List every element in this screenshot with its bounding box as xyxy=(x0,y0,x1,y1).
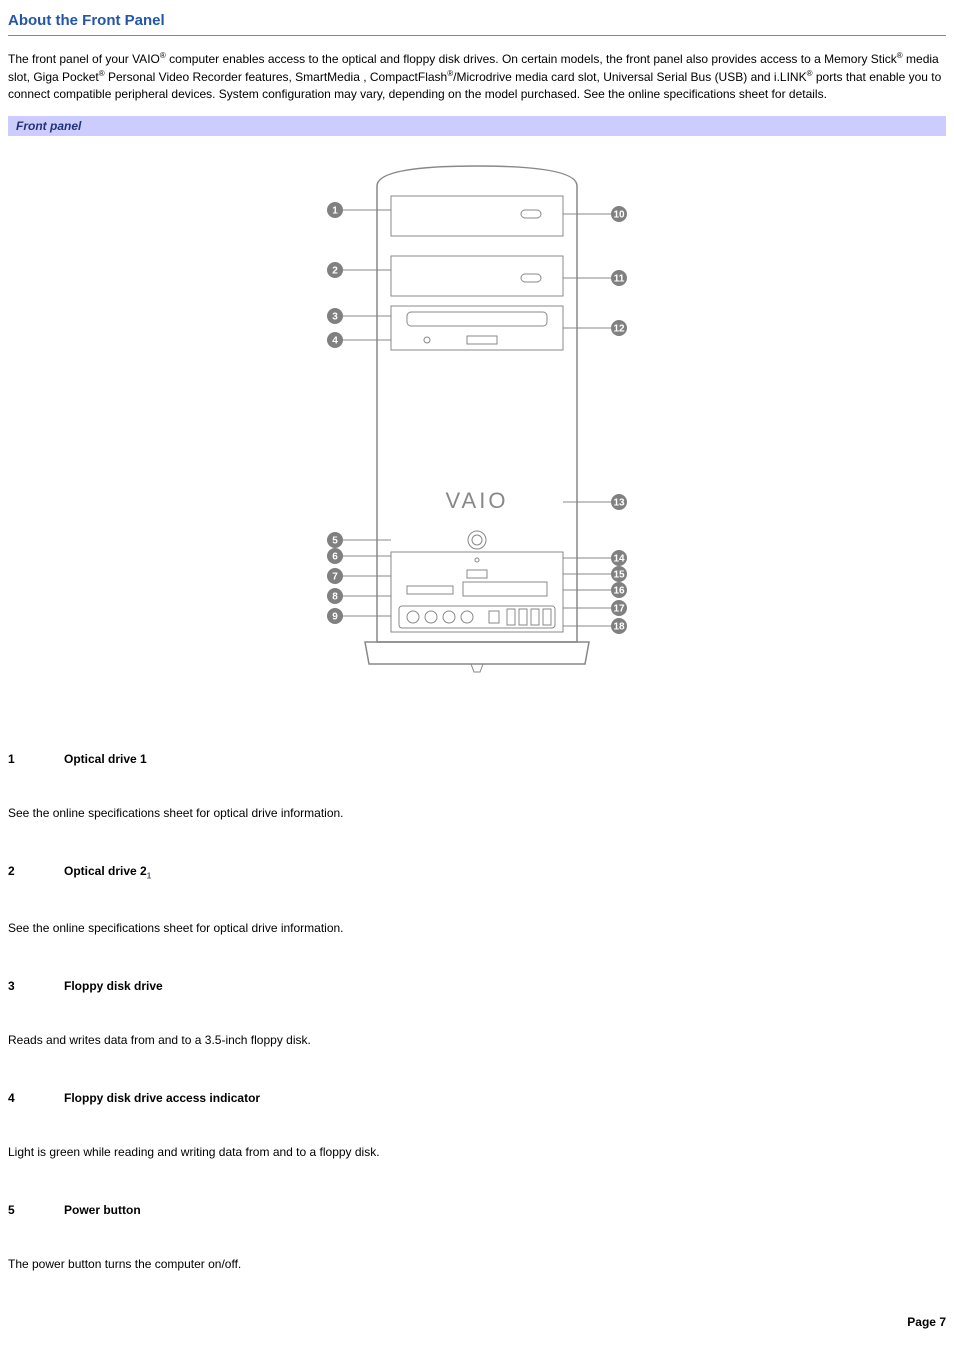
svg-text:10: 10 xyxy=(613,210,625,221)
svg-text:VAIO: VAIO xyxy=(446,488,509,513)
page-title: About the Front Panel xyxy=(8,8,946,36)
item-heading: 1Optical drive 1 xyxy=(8,752,946,766)
footnote-marker: 1 xyxy=(147,872,151,881)
svg-text:11: 11 xyxy=(614,274,625,285)
item-title: Floppy disk drive access indicator xyxy=(64,1091,260,1105)
items-list: 1Optical drive 1See the online specifica… xyxy=(8,752,946,1270)
item-heading: 5Power button xyxy=(8,1203,946,1217)
item-heading: 3Floppy disk drive xyxy=(8,979,946,993)
svg-text:6: 6 xyxy=(332,552,338,563)
item-heading: 4Floppy disk drive access indicator xyxy=(8,1091,946,1105)
item-number: 4 xyxy=(8,1091,64,1105)
item-description: See the online specifications sheet for … xyxy=(8,921,946,935)
figure-caption: Front panel xyxy=(8,116,946,136)
item-heading: 2Optical drive 21 xyxy=(8,864,946,880)
intro-seg-4: /Microdrive media card slot, Universal S… xyxy=(453,70,806,84)
svg-text:16: 16 xyxy=(613,586,625,597)
svg-text:1: 1 xyxy=(332,206,338,217)
svg-text:12: 12 xyxy=(613,324,625,335)
item-description: Light is green while reading and writing… xyxy=(8,1145,946,1159)
item-number: 3 xyxy=(8,979,64,993)
svg-text:14: 14 xyxy=(613,554,625,565)
item-number: 5 xyxy=(8,1203,64,1217)
svg-text:17: 17 xyxy=(613,604,625,615)
svg-text:8: 8 xyxy=(332,592,338,603)
svg-text:4: 4 xyxy=(332,336,338,347)
item-title: Power button xyxy=(64,1203,141,1217)
item-number: 1 xyxy=(8,752,64,766)
item-description: The power button turns the computer on/o… xyxy=(8,1257,946,1271)
svg-text:9: 9 xyxy=(332,612,338,623)
svg-text:3: 3 xyxy=(332,312,338,323)
item-title: Optical drive 21 xyxy=(64,864,151,880)
figure-container: VAIO123456789101112131415161718 xyxy=(8,136,946,722)
item-description: Reads and writes data from and to a 3.5-… xyxy=(8,1033,946,1047)
item-description: See the online specifications sheet for … xyxy=(8,806,946,820)
page-number: Page 7 xyxy=(8,1315,946,1329)
svg-text:13: 13 xyxy=(613,498,625,509)
svg-text:18: 18 xyxy=(613,622,625,633)
item-title: Optical drive 1 xyxy=(64,752,147,766)
svg-text:15: 15 xyxy=(613,570,625,581)
svg-text:2: 2 xyxy=(332,266,338,277)
front-panel-diagram: VAIO123456789101112131415161718 xyxy=(307,152,647,692)
intro-seg-0: The front panel of your VAIO xyxy=(8,52,160,66)
item-title: Floppy disk drive xyxy=(64,979,163,993)
intro-paragraph: The front panel of your VAIO® computer e… xyxy=(8,50,946,102)
svg-text:7: 7 xyxy=(332,572,338,583)
item-number: 2 xyxy=(8,864,64,880)
svg-text:5: 5 xyxy=(332,536,338,547)
intro-seg-1: computer enables access to the optical a… xyxy=(166,52,897,66)
intro-seg-3: Personal Video Recorder features, SmartM… xyxy=(105,70,448,84)
